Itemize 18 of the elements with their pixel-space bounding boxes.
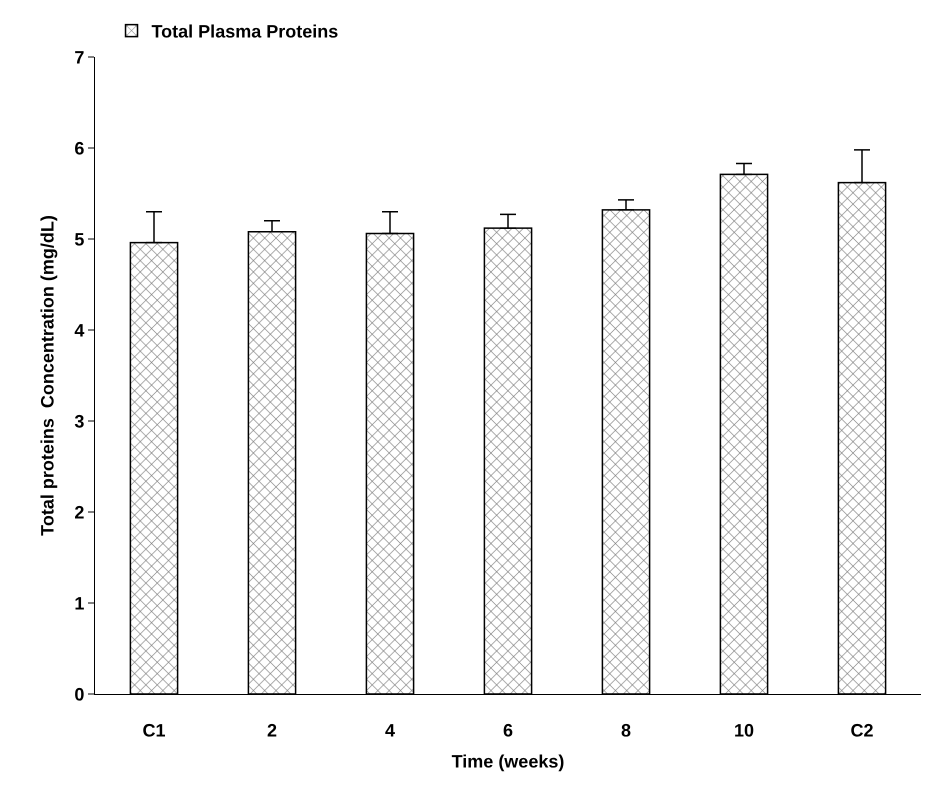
text: Total Plasma Proteins (152, 22, 338, 42)
x-tick-label: 6 (502, 720, 514, 741)
y-tick-label: 7 (74, 47, 84, 68)
y-tick-label: 0 (74, 684, 84, 704)
y-tick-label: 4 (74, 320, 84, 340)
x-tick-label: 4 (384, 720, 396, 741)
y-tick-label: 1 (74, 593, 84, 614)
y-tick-label: 6 (74, 138, 84, 158)
y-axis-title: Total proteins Concentration (mg/dL) (38, 215, 58, 536)
x-tick-label: C2 (850, 720, 874, 741)
y-tick-label: 3 (74, 411, 84, 432)
x-tick-label: 2 (266, 720, 278, 741)
x-tick-label: 8 (620, 720, 632, 741)
x-tick-label: 10 (734, 720, 754, 741)
y-tick-label: 2 (74, 502, 84, 522)
x-tick-label: C1 (142, 720, 166, 741)
x-axis-title: Time (weeks) (452, 752, 564, 772)
y-tick-label: 5 (74, 229, 84, 250)
